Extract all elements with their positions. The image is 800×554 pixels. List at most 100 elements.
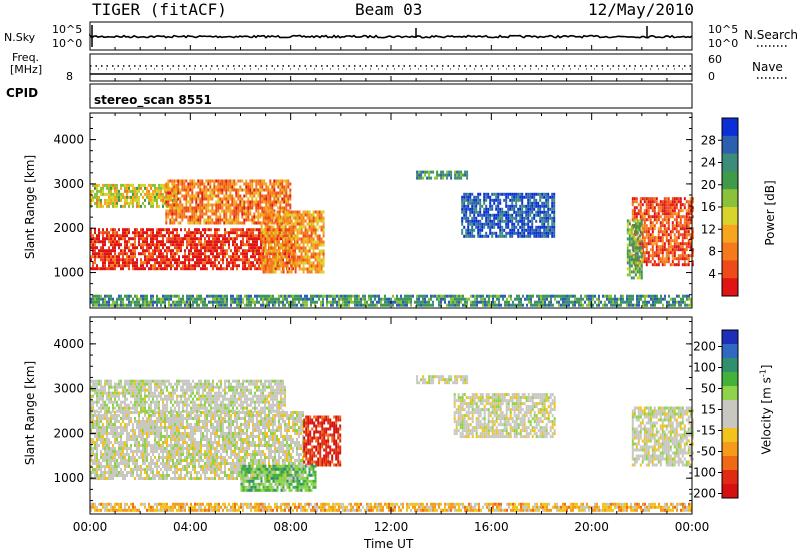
echo-cell — [679, 206, 682, 210]
echo-cell — [260, 297, 262, 301]
echo-cell — [434, 294, 436, 298]
echo-cell — [674, 297, 676, 301]
echo-cell — [547, 192, 550, 196]
echo-cell — [98, 198, 100, 202]
echo-cell — [98, 255, 100, 259]
echo-cell — [278, 261, 281, 265]
echo-cell — [249, 191, 252, 195]
echo-cell — [638, 300, 640, 304]
echo-cell — [636, 261, 639, 265]
echo-cell — [276, 219, 279, 223]
echo-cell — [124, 252, 126, 256]
echo-cell — [237, 221, 240, 225]
echo-cell — [300, 216, 303, 220]
echo-cell — [318, 216, 321, 220]
echo-cell — [179, 188, 182, 192]
echo-cell — [227, 182, 230, 186]
echo-cell — [166, 237, 168, 241]
echo-cell — [656, 297, 658, 301]
echo-cell — [262, 267, 265, 271]
echo-cell — [136, 195, 138, 199]
echo-cell — [182, 261, 184, 265]
echo-cell — [632, 249, 635, 253]
echo-cell — [628, 222, 631, 226]
cpid-label: CPID — [6, 86, 39, 100]
echo-cell — [549, 225, 552, 229]
echo-cell — [236, 231, 238, 235]
echo-cell — [185, 206, 188, 210]
echo-cell — [106, 255, 108, 259]
echo-cell — [261, 206, 264, 210]
echo-cell — [246, 255, 248, 259]
echo-cell — [244, 252, 246, 256]
echo-cell — [483, 222, 486, 226]
echo-cell — [640, 255, 643, 259]
echo-cell — [285, 218, 288, 222]
echo-cell — [663, 209, 666, 213]
echo-cell — [272, 216, 275, 220]
echo-cell — [221, 188, 224, 192]
echo-cell — [300, 297, 302, 301]
echo-cell — [144, 261, 146, 265]
echo-cell — [681, 248, 684, 252]
echo-cell — [243, 182, 246, 186]
echo-cell — [152, 303, 154, 307]
echo-cell — [310, 240, 313, 244]
echo-cell — [233, 209, 236, 213]
echo-cell — [262, 255, 265, 259]
echo-cell — [525, 222, 528, 226]
echo-cell — [230, 258, 232, 262]
echo-cell — [647, 242, 650, 246]
echo-cell — [195, 212, 198, 216]
echo-cell — [688, 303, 690, 307]
echo-cell — [402, 300, 404, 304]
echo-cell — [142, 246, 144, 250]
echo-cell — [541, 225, 544, 229]
echo-cell — [278, 210, 281, 214]
echo-cell — [368, 297, 370, 301]
echo-cell — [186, 240, 188, 244]
echo-cell — [215, 203, 218, 207]
echo-cell — [507, 216, 510, 220]
echo-cell — [186, 258, 188, 262]
echo-cell — [501, 213, 504, 217]
echo-cell — [114, 252, 116, 256]
echo-cell — [628, 273, 631, 277]
echo-cell — [643, 257, 646, 261]
echo-cell — [316, 267, 319, 271]
echo-cell — [168, 246, 170, 250]
echo-cell — [420, 176, 423, 180]
echo-cell — [312, 252, 315, 256]
echo-cell — [667, 197, 670, 201]
echo-cell — [553, 210, 556, 214]
echo-cell — [348, 294, 350, 298]
echo-cell — [495, 192, 498, 196]
echo-cell — [491, 234, 494, 238]
echo-cell — [114, 201, 116, 205]
echo-cell — [494, 294, 496, 298]
echo-cell — [463, 207, 466, 211]
echo-cell — [661, 257, 664, 261]
echo-cell — [166, 252, 168, 256]
echo-cell — [664, 297, 666, 301]
echo-cell — [148, 267, 150, 271]
echo-cell — [203, 185, 206, 189]
echo-cell — [320, 303, 322, 307]
echo-cell — [310, 303, 312, 307]
echo-cell — [196, 261, 198, 265]
echo-cell — [259, 182, 262, 186]
echo-cell — [208, 234, 210, 238]
echo-cell — [474, 303, 476, 307]
echo-cell — [535, 204, 538, 208]
echo-cell — [350, 297, 352, 301]
echo-cell — [418, 303, 420, 307]
echo-cell — [240, 258, 242, 262]
echo-cell — [136, 231, 138, 235]
echo-cell — [446, 176, 449, 180]
echo-cell — [320, 258, 323, 262]
echo-cell — [416, 294, 418, 298]
echo-cell — [687, 215, 690, 219]
echo-cell — [222, 249, 224, 253]
echo-cell — [549, 213, 552, 217]
echo-cell — [264, 234, 267, 238]
